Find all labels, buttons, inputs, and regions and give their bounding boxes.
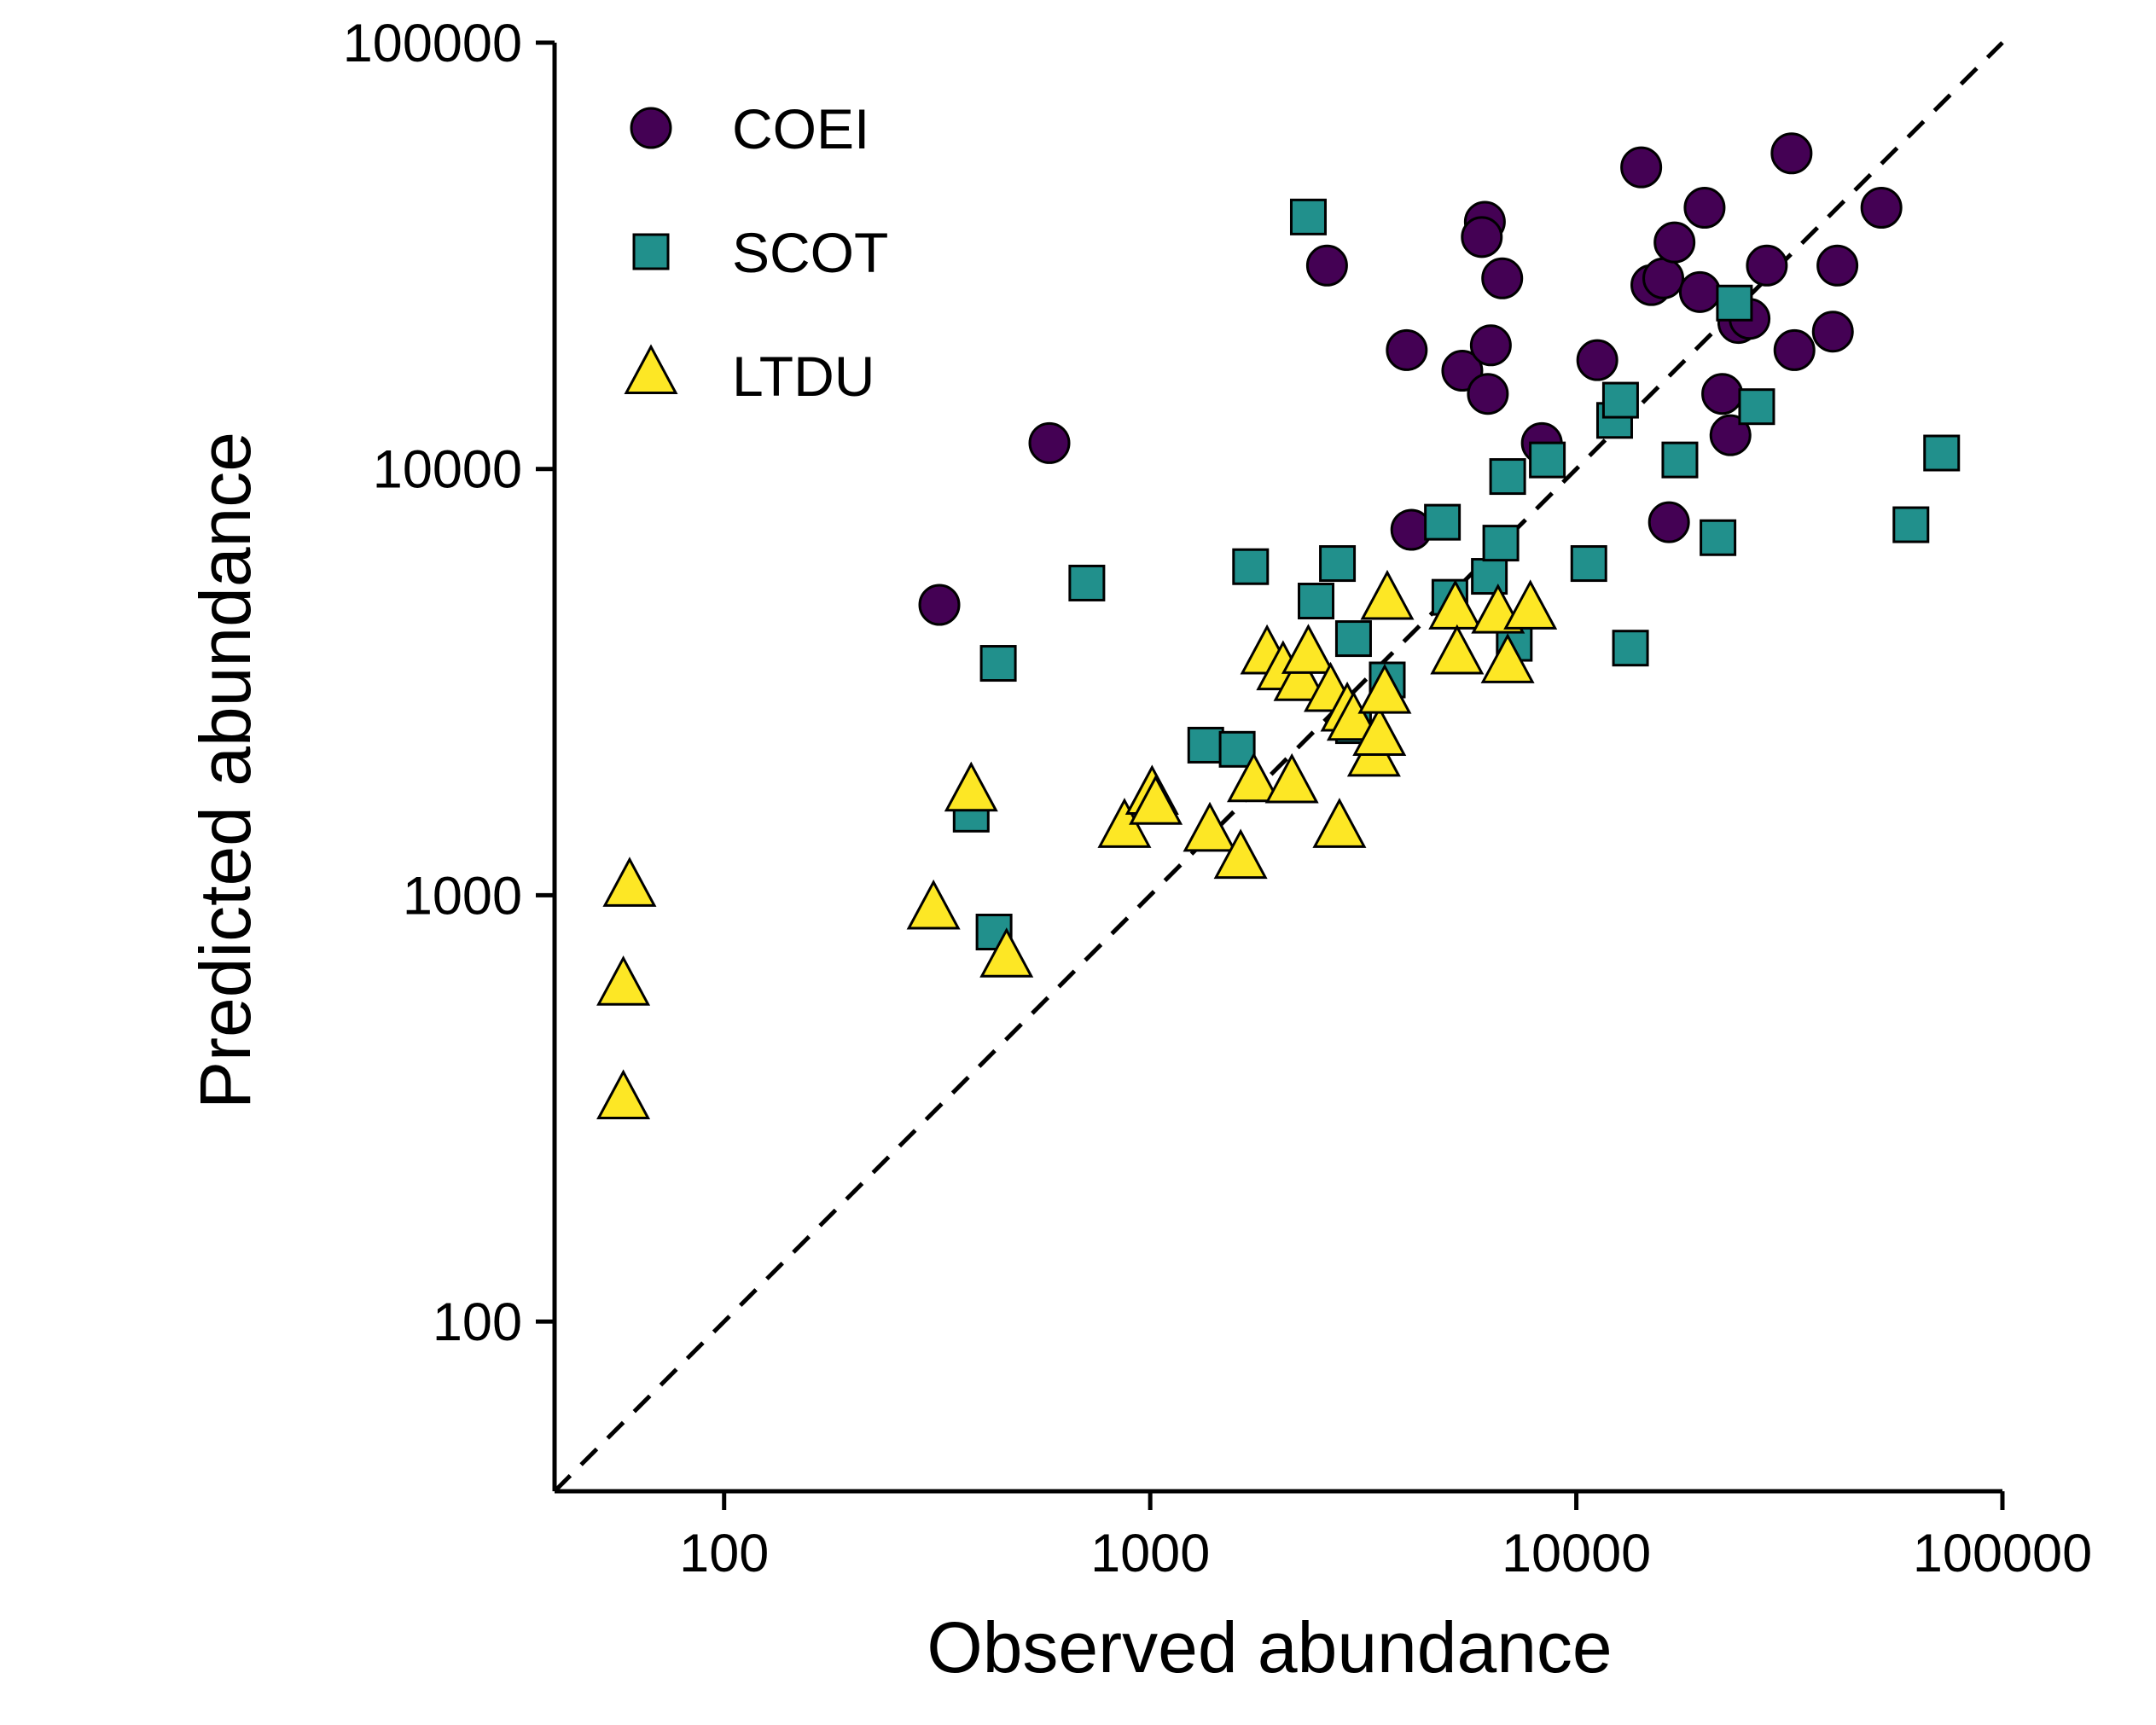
data-point-scot [1319,545,1357,583]
series-coei [918,132,1903,626]
y-tick-label: 10000 [373,440,522,500]
legend-label-coei: COEI [732,97,869,160]
data-point-scot [1570,545,1607,583]
data-point-ltdu [1213,828,1268,880]
data-point-coei [1461,216,1503,258]
data-point-ltdu [596,955,651,1006]
data-point-scot [1298,583,1335,620]
legend-marker-coei [630,107,672,149]
data-point-ltdu [1430,624,1485,675]
x-tick-label: 100 [679,1524,769,1583]
data-point-coei [1305,244,1348,287]
series-ltdu [596,569,1558,1120]
data-point-scot [1068,564,1106,601]
data-point-ltdu [1326,690,1380,741]
data-point-coei [1860,186,1903,229]
data-point-coei [1709,414,1752,456]
data-point-scot [1601,381,1639,419]
data-point-ltdu [1129,775,1183,825]
x-tick-label: 100000 [1913,1524,2092,1583]
data-point-scot [1489,458,1526,496]
data-point-ltdu [1273,651,1328,701]
data-point-ltdu [1312,798,1367,848]
data-point-coei [1701,373,1744,415]
data-point-ltdu [1357,664,1412,714]
data-point-scot [1424,503,1462,541]
data-point-ltdu [602,857,657,907]
data-point-coei [1746,244,1788,287]
axes: 100 1000 10000 100000 100 1000 10000 100000 [343,14,2092,1583]
y-tick-label: 100000 [343,14,522,73]
legend-item-ltdu: LTDU [624,344,875,408]
data-point-scot [1661,441,1699,479]
data-point-coei [1653,221,1696,264]
data-point-coei [918,584,961,626]
data-point-coei [1469,324,1512,367]
data-point-coei [1028,421,1071,464]
data-point-scot [1612,630,1649,667]
data-point-ltdu [1281,624,1335,674]
legend: COEI SCOT LTDU [624,97,888,408]
data-point-ltdu [1480,633,1535,683]
data-point-scot [1187,726,1224,764]
x-tick-label: 10000 [1502,1524,1651,1583]
y-tick-label: 1000 [403,866,522,926]
data-point-coei [1683,186,1726,229]
data-point-ltdu [1183,801,1237,852]
data-point-scot [1700,519,1737,556]
data-point-ltdu [1227,752,1281,803]
data-point-scot [979,645,1017,682]
data-point-scot [1471,558,1508,595]
legend-label-ltdu: LTDU [732,345,875,408]
data-point-scot [1923,434,1961,472]
data-point-ltdu [979,927,1034,978]
data-point-ltdu [1360,569,1415,620]
data-point-coei [1648,501,1690,543]
data-point-coei [1642,257,1685,299]
y-axis-title: Predicted abundance [185,432,265,1109]
plot-area [553,41,2004,1493]
data-point-scot [1738,388,1775,426]
data-point-coei [1816,244,1859,287]
data-point-coei [1678,270,1721,313]
data-point-coei [1770,132,1813,175]
data-point-coei [1386,328,1428,371]
data-point-scot [1892,506,1930,543]
legend-item-scot: SCOT [632,221,888,284]
data-point-scot [1232,548,1270,585]
data-point-ltdu [944,761,998,812]
data-point-coei [1773,328,1816,371]
data-point-ltdu [596,1069,651,1120]
data-point-scot [1529,441,1566,479]
data-point-coei [1467,373,1509,415]
legend-marker-ltdu [624,344,678,395]
data-point-scot [1334,620,1372,658]
legend-label-scot: SCOT [732,221,888,284]
data-point-coei [1576,339,1618,381]
x-axis-title: Observed abundance [927,1607,1612,1687]
data-point-scot [1716,284,1753,322]
data-point-scot [1289,198,1327,235]
data-point-ltdu [1352,706,1407,757]
data-point-ltdu [1264,752,1319,804]
legend-item-coei: COEI [630,97,869,160]
y-tick-label: 100 [433,1292,522,1352]
data-point-ltdu [906,879,961,930]
data-point-scot [1218,730,1256,768]
legend-marker-scot [632,233,670,270]
data-point-ltdu [1503,579,1558,630]
data-point-coei [1481,257,1524,299]
data-point-coei [1811,311,1854,353]
x-tick-label: 1000 [1090,1524,1210,1583]
data-point-scot [1482,525,1520,562]
data-point-coei [1620,146,1663,189]
